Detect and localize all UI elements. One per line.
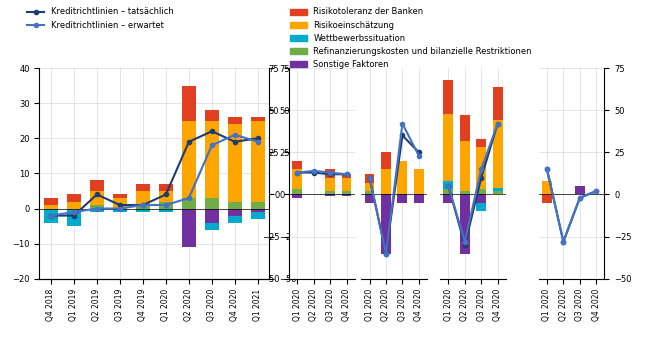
Bar xyxy=(251,212,265,219)
Bar xyxy=(67,208,81,226)
Bar xyxy=(325,191,335,194)
Bar xyxy=(342,194,351,196)
Bar xyxy=(365,194,374,203)
Bar xyxy=(342,191,351,194)
Bar xyxy=(325,169,335,177)
Bar xyxy=(575,186,585,194)
Bar xyxy=(205,110,219,121)
Bar xyxy=(443,194,453,203)
Bar xyxy=(251,121,265,202)
Bar xyxy=(476,189,486,194)
Bar xyxy=(228,202,242,208)
Bar xyxy=(476,139,486,147)
Bar xyxy=(182,121,196,198)
Bar xyxy=(493,120,503,188)
Bar xyxy=(460,115,470,140)
Bar xyxy=(493,87,503,120)
Bar xyxy=(136,191,150,205)
Bar xyxy=(325,194,335,196)
Bar xyxy=(228,117,242,124)
Bar xyxy=(381,169,391,194)
Bar xyxy=(205,223,219,230)
Bar xyxy=(292,161,302,169)
Bar xyxy=(292,189,302,194)
Bar xyxy=(113,208,127,212)
Bar xyxy=(228,208,242,216)
Bar xyxy=(251,117,265,121)
Bar xyxy=(397,161,407,194)
Bar xyxy=(397,194,407,203)
Legend: Risikotoleranz der Banken, Risikoeinschätzung, Wettbewerbssituation, Refinanzier: Risikotoleranz der Banken, Risikoeinschä… xyxy=(286,4,535,72)
Bar xyxy=(44,208,58,223)
Bar xyxy=(228,216,242,223)
Bar xyxy=(381,152,391,169)
Bar xyxy=(365,191,374,194)
Bar xyxy=(365,183,374,191)
Bar xyxy=(292,194,302,198)
Bar xyxy=(136,205,150,208)
Bar xyxy=(476,147,486,189)
Bar xyxy=(205,121,219,198)
Bar xyxy=(542,181,552,194)
Bar xyxy=(460,191,470,194)
Bar xyxy=(159,202,173,208)
Bar xyxy=(67,194,81,202)
Bar xyxy=(476,194,486,203)
Bar xyxy=(542,194,552,203)
Bar xyxy=(90,181,104,191)
Bar xyxy=(136,208,150,212)
Bar xyxy=(159,184,173,191)
Bar xyxy=(493,188,503,191)
Bar xyxy=(182,208,196,247)
Bar xyxy=(381,194,391,254)
Bar xyxy=(205,198,219,208)
Bar xyxy=(182,86,196,121)
Bar xyxy=(342,177,351,191)
Bar xyxy=(113,198,127,208)
Bar xyxy=(182,198,196,208)
Bar xyxy=(228,124,242,202)
Bar xyxy=(493,191,503,194)
Bar xyxy=(414,194,424,203)
Bar xyxy=(476,203,486,211)
Bar xyxy=(443,80,453,114)
Bar xyxy=(136,184,150,191)
Bar xyxy=(443,189,453,194)
Bar xyxy=(251,202,265,208)
Bar xyxy=(67,202,81,208)
Bar xyxy=(159,208,173,212)
Bar xyxy=(44,205,58,208)
Legend: Kreditrichtlinien – tatsächlich, Kreditrichtlinien – erwartet: Kreditrichtlinien – tatsächlich, Kreditr… xyxy=(24,4,177,33)
Bar xyxy=(292,169,302,189)
Bar xyxy=(365,174,374,183)
Bar xyxy=(460,140,470,191)
Bar xyxy=(159,191,173,202)
Bar xyxy=(342,174,351,177)
Bar xyxy=(325,177,335,191)
Bar xyxy=(443,114,453,181)
Bar xyxy=(90,208,104,212)
Bar xyxy=(251,208,265,212)
Bar xyxy=(113,194,127,198)
Bar xyxy=(44,198,58,205)
Bar xyxy=(90,205,104,208)
Bar xyxy=(460,194,470,254)
Bar xyxy=(205,208,219,223)
Bar xyxy=(414,169,424,194)
Bar xyxy=(90,191,104,205)
Bar xyxy=(443,181,453,189)
